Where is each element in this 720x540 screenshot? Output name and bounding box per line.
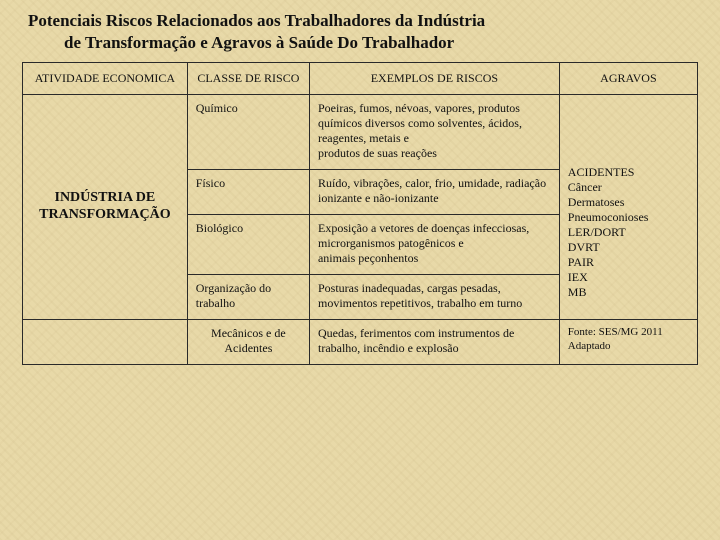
class-cell: Biológico: [187, 215, 309, 275]
class-cell: Químico: [187, 95, 309, 170]
table-header-row: ATIVIDADE ECONOMICA CLASSE DE RISCO EXEM…: [23, 63, 698, 95]
header-activity: ATIVIDADE ECONOMICA: [23, 63, 188, 95]
activity-cell: INDÚSTRIA DE TRANSFORMAÇÃO: [23, 95, 188, 320]
source-cell: Fonte: SES/MG 2011 Adaptado: [559, 320, 697, 365]
table-row: INDÚSTRIA DE TRANSFORMAÇÃO Químico Poeir…: [23, 95, 698, 170]
empty-activity-cell: [23, 320, 188, 365]
class-cell: Físico: [187, 170, 309, 215]
example-cell: Exposição a vetores de doenças infeccios…: [309, 215, 559, 275]
risk-table: ATIVIDADE ECONOMICA CLASSE DE RISCO EXEM…: [22, 62, 698, 365]
title-line-2: de Transformação e Agravos à Saúde Do Tr…: [28, 33, 454, 52]
header-examples: EXEMPLOS DE RISCOS: [309, 63, 559, 95]
example-cell: Ruído, vibrações, calor, frio, umidade, …: [309, 170, 559, 215]
table-row: Mecânicos e de Acidentes Quedas, ferimen…: [23, 320, 698, 365]
example-cell: Poeiras, fumos, névoas, vapores, produto…: [309, 95, 559, 170]
header-agravos: AGRAVOS: [559, 63, 697, 95]
class-cell: Organização do trabalho: [187, 275, 309, 320]
activity-text: INDÚSTRIA DE TRANSFORMAÇÃO: [31, 189, 179, 224]
header-class: CLASSE DE RISCO: [187, 63, 309, 95]
title-line-1: Potenciais Riscos Relacionados aos Traba…: [28, 11, 485, 30]
document-wrap: Potenciais Riscos Relacionados aos Traba…: [0, 0, 720, 365]
example-cell: Quedas, ferimentos com instrumentos de t…: [309, 320, 559, 365]
class-cell: Mecânicos e de Acidentes: [187, 320, 309, 365]
agravos-list: ACIDENTES Câncer Dermatoses Pneumoconios…: [568, 165, 689, 300]
agravos-cell: ACIDENTES Câncer Dermatoses Pneumoconios…: [559, 95, 697, 320]
example-cell: Posturas inadequadas, cargas pesadas, mo…: [309, 275, 559, 320]
page-title: Potenciais Riscos Relacionados aos Traba…: [22, 10, 698, 54]
